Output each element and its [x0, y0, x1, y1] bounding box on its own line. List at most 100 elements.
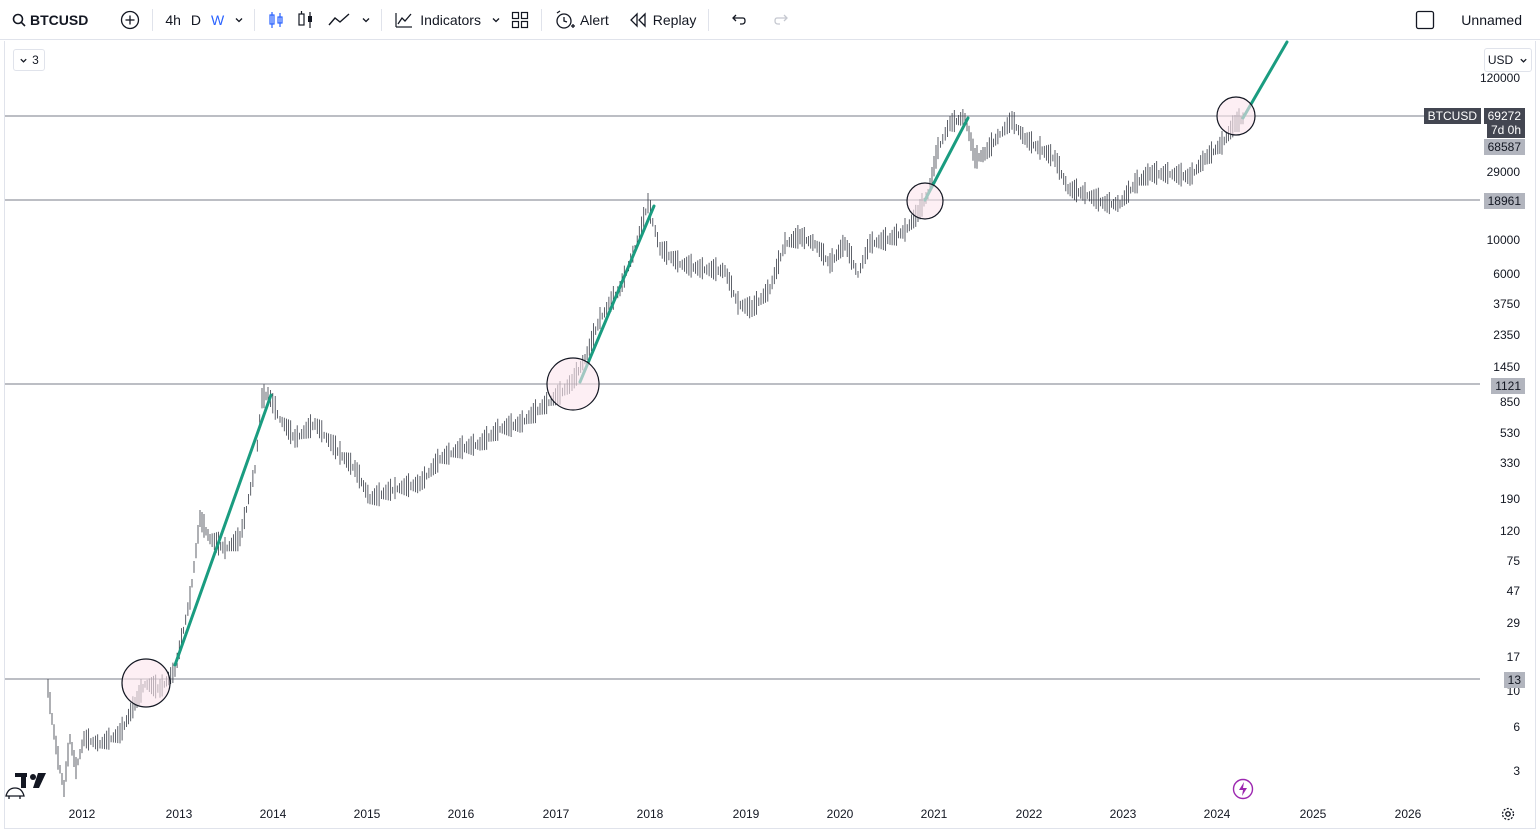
price-tick-label: 29	[1506, 616, 1520, 630]
price-tick-label: 120	[1499, 524, 1520, 538]
time-tick-label: 2017	[542, 807, 570, 821]
interval-w[interactable]: W	[211, 11, 225, 28]
level-tag-13: 13	[1503, 672, 1525, 688]
divider	[708, 8, 710, 31]
time-tick-label: 2021	[920, 807, 948, 821]
price-tick-label: 530	[1499, 426, 1520, 440]
trend-line	[578, 204, 656, 384]
compare-button[interactable]	[114, 0, 146, 40]
layout-name-button[interactable]: Unnamed	[1455, 0, 1528, 40]
square-icon	[1416, 10, 1435, 30]
redo-icon	[774, 14, 789, 25]
indicators-button[interactable]: Indicators	[388, 0, 487, 40]
time-tick-label: 2015	[353, 807, 381, 821]
level-tag-1121: 1121	[1491, 378, 1525, 394]
indicators-dropdown[interactable]	[487, 0, 505, 40]
event-lightning-icon[interactable]	[1232, 778, 1254, 805]
symbol-label: BTCUSD	[30, 11, 89, 28]
level-tag-18961: 18961	[1483, 193, 1525, 209]
tradingview-logo	[14, 770, 48, 795]
collapse-count: 3	[32, 53, 39, 67]
indicators-icon	[395, 12, 413, 28]
trend-line	[173, 393, 273, 667]
prev-price-tag: 68587	[1483, 139, 1525, 155]
price-tick-label: 29000	[1486, 165, 1520, 179]
grid-layout-icon	[511, 11, 529, 28]
undo-button[interactable]	[723, 0, 753, 40]
line-chart-button[interactable]	[321, 0, 357, 40]
price-tick-label: 1450	[1493, 360, 1520, 374]
price-tick-label: 10000	[1486, 233, 1520, 247]
price-tick-label: 2350	[1493, 328, 1520, 342]
alarm-clock-icon	[556, 9, 575, 29]
time-tick-label: 2026	[1394, 807, 1422, 821]
currency-label: USD	[1487, 53, 1514, 67]
time-tick-label: 2020	[826, 807, 854, 821]
redo-button[interactable]	[767, 0, 797, 40]
time-tick-label: 2023	[1109, 807, 1137, 821]
interval-dropdown[interactable]	[230, 0, 248, 40]
price-tick-label: 17	[1506, 650, 1520, 664]
layouts-button[interactable]	[505, 0, 535, 40]
interval-d[interactable]: D	[190, 11, 202, 28]
chevron-down-icon	[235, 17, 243, 22]
time-tick-label: 2024	[1203, 807, 1231, 821]
replay-label: Replay	[652, 11, 697, 28]
undo-icon	[732, 14, 747, 25]
bars-button[interactable]	[291, 0, 321, 40]
divider	[254, 8, 256, 31]
currency-selector[interactable]: USD	[1484, 48, 1532, 72]
price-tick-label: 6000	[1493, 267, 1520, 281]
time-tick-label: 2013	[165, 807, 193, 821]
price-tick-label: 330	[1499, 456, 1520, 470]
chevron-down-icon	[20, 58, 27, 63]
countdown-tag: 7d 0h	[1486, 122, 1525, 138]
divider	[152, 8, 154, 31]
chevron-down-icon	[1520, 58, 1527, 63]
time-tick-label: 2016	[447, 807, 475, 821]
interval-4h[interactable]: 4h	[165, 11, 181, 28]
chart-type-dropdown[interactable]	[357, 0, 375, 40]
price-tick-label: 75	[1506, 554, 1520, 568]
alert-button[interactable]: Alert	[548, 0, 615, 40]
price-tick-label: 47	[1506, 584, 1520, 598]
price-tick-label: 3750	[1493, 297, 1520, 311]
chart-pane[interactable]	[4, 41, 1536, 829]
symbol-search[interactable]: BTCUSD	[0, 0, 94, 40]
rewind-icon	[629, 11, 646, 28]
price-tick-label: 190	[1499, 492, 1520, 506]
hollow-candles-icon	[298, 10, 313, 28]
indicators-label: Indicators	[420, 11, 481, 28]
settings-gear-icon[interactable]	[1500, 806, 1516, 827]
symbol-price-tag: BTCUSD	[1423, 108, 1481, 124]
divider	[540, 8, 542, 31]
last-price-tag: 69272	[1483, 108, 1525, 124]
chevron-down-icon	[362, 17, 370, 22]
highlight-circle	[546, 357, 600, 411]
layout-checkbox[interactable]	[1409, 0, 1441, 40]
price-tick-label: 6	[1513, 720, 1520, 734]
candles-button[interactable]	[261, 0, 291, 40]
turtle-icon	[4, 784, 26, 805]
search-icon	[12, 13, 26, 27]
price-tick-label: 120000	[1479, 71, 1520, 85]
collapse-indicators-button[interactable]: 3	[13, 49, 45, 71]
chevron-down-icon	[492, 17, 500, 22]
time-tick-label: 2019	[732, 807, 760, 821]
replay-button[interactable]: Replay	[623, 0, 703, 40]
top-toolbar: BTCUSD 4h D W Indicators Alert Replay	[0, 0, 1540, 40]
line-chart-icon	[328, 12, 350, 25]
layout-name: Unnamed	[1461, 12, 1522, 28]
price-tick-label: 3	[1513, 764, 1520, 778]
time-tick-label: 2018	[636, 807, 664, 821]
highlight-circle	[906, 182, 944, 220]
time-tick-label: 2012	[68, 807, 96, 821]
price-tick-label: 850	[1499, 395, 1520, 409]
time-tick-label: 2025	[1299, 807, 1327, 821]
highlight-circle	[121, 658, 171, 708]
alert-label: Alert	[579, 11, 609, 28]
time-tick-label: 2014	[259, 807, 287, 821]
time-tick-label: 2022	[1015, 807, 1043, 821]
plus-circle-icon	[121, 10, 140, 29]
